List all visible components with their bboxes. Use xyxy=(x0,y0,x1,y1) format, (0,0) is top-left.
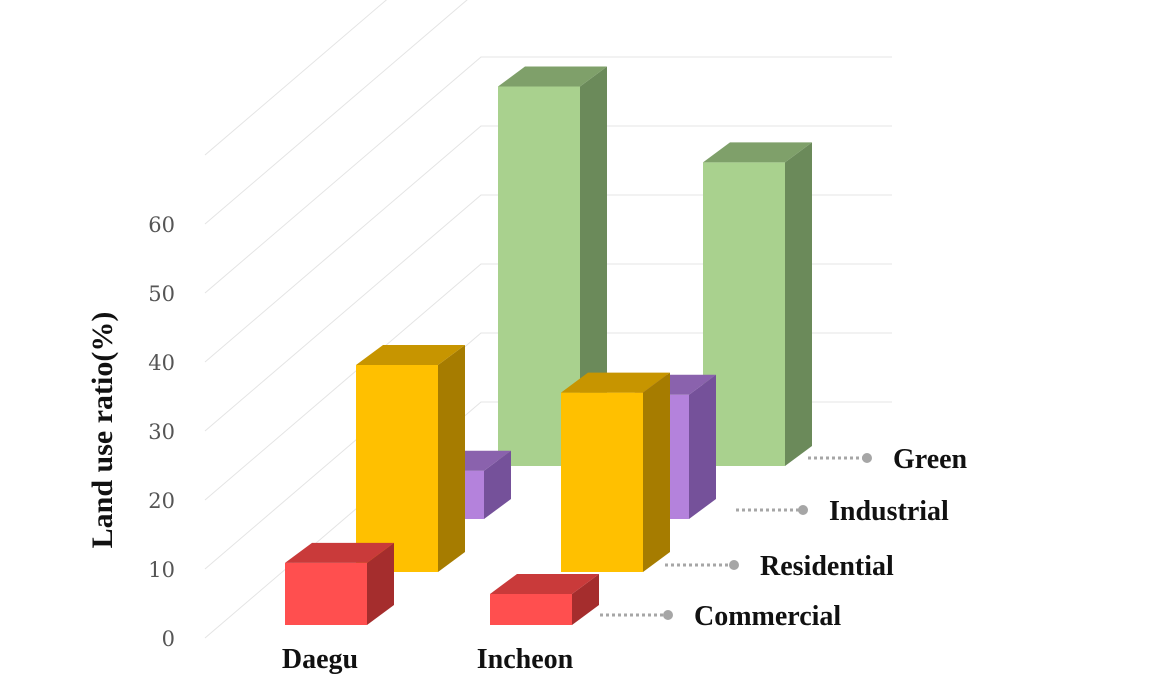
bar-commercial-daegu xyxy=(285,542,394,625)
legend-dot xyxy=(862,453,872,463)
legend-dot xyxy=(729,560,739,570)
bar-residential-incheon xyxy=(561,372,670,572)
bar-green-daegu xyxy=(498,66,607,466)
bar-side xyxy=(689,374,716,519)
category-label-daegu: Daegu xyxy=(282,644,358,675)
gridline xyxy=(204,0,468,225)
bar-side xyxy=(438,345,465,572)
y-tick-label: 30 xyxy=(148,420,175,444)
bar-residential-daegu xyxy=(356,345,465,572)
bar-side xyxy=(785,142,812,466)
bar-front xyxy=(561,392,643,572)
bar-side xyxy=(484,450,511,519)
bars xyxy=(285,66,812,625)
y-axis-ticks: 0 10 20 30 40 50 60 xyxy=(148,213,175,651)
legend-label-green: Green xyxy=(893,444,968,475)
y-tick-label: 0 xyxy=(162,627,175,651)
bar-top xyxy=(498,66,607,87)
y-tick-label: 10 xyxy=(148,558,175,582)
bar-front xyxy=(285,562,367,625)
gridline xyxy=(204,0,388,156)
bar-top xyxy=(490,573,599,594)
bar-top xyxy=(356,345,465,365)
legend-label-industrial: Industrial xyxy=(829,496,949,527)
y-tick-label: 50 xyxy=(148,282,175,306)
bar-front xyxy=(703,162,785,466)
bar-commercial-incheon xyxy=(490,573,599,625)
legend-label-commercial: Commercial xyxy=(694,601,841,632)
bar-top xyxy=(561,372,670,393)
gridline xyxy=(204,125,892,363)
x-axis-categories: Daegu Incheon xyxy=(282,644,574,675)
y-tick-label: 60 xyxy=(148,213,175,237)
gridlines xyxy=(204,0,892,639)
gridline xyxy=(204,56,892,294)
legend-label-residential: Residential xyxy=(760,551,894,582)
bar-side xyxy=(580,66,607,466)
category-label-incheon: Incheon xyxy=(477,644,574,675)
bar-side xyxy=(572,573,599,625)
bar-front xyxy=(490,593,572,625)
bar-top xyxy=(285,542,394,563)
bar-side xyxy=(367,542,394,625)
y-tick-label: 20 xyxy=(148,489,175,513)
bar-top xyxy=(703,142,812,163)
y-tick-label: 40 xyxy=(148,351,175,375)
legend-dot xyxy=(663,610,673,620)
legend-leaders xyxy=(600,453,872,620)
bar-front xyxy=(356,365,438,572)
legend-dot xyxy=(798,505,808,515)
legend: Commercial Residential Industrial Green xyxy=(694,444,968,632)
bar-side xyxy=(643,372,670,572)
bar-green-incheon xyxy=(703,142,812,466)
y-axis-label: Land use ratio(%) xyxy=(86,312,119,549)
